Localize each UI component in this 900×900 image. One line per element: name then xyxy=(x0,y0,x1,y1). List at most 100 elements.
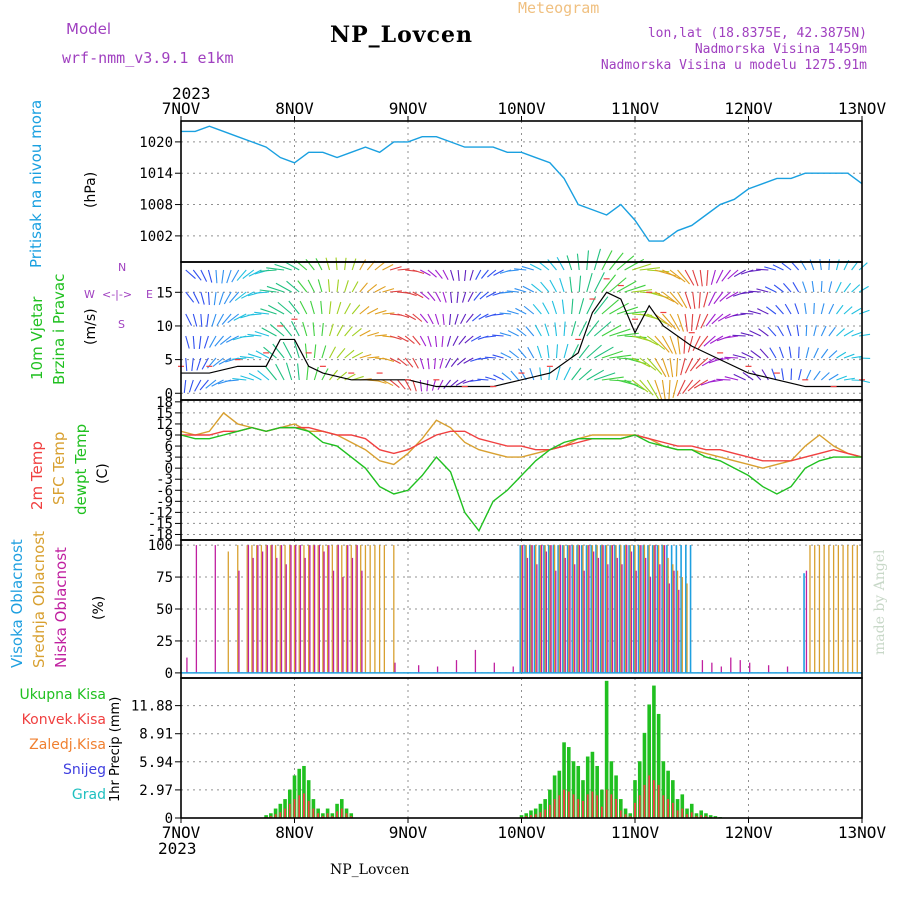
wind-barb xyxy=(783,283,792,293)
wind-barb xyxy=(265,366,277,381)
conv-precip-bar xyxy=(326,813,329,818)
wind-barb xyxy=(328,301,332,315)
conv-precip-bar xyxy=(657,784,660,818)
wind-barb xyxy=(586,320,600,337)
y-tick-label: 6 xyxy=(165,439,173,455)
wind-barb xyxy=(677,335,681,355)
wind-barb xyxy=(748,310,761,315)
wind-barb xyxy=(809,259,815,271)
wind-barb xyxy=(321,322,324,337)
wind-barb xyxy=(639,335,659,346)
wind-barb xyxy=(499,312,512,315)
total-precip-bar xyxy=(335,803,339,818)
wind-barb xyxy=(828,281,833,293)
wind-barb xyxy=(705,313,716,327)
wind-barb xyxy=(571,321,577,337)
y-tick-label: 9 xyxy=(165,428,173,444)
wind-barb xyxy=(836,328,845,337)
conv-precip-bar xyxy=(530,815,532,818)
wind-barb xyxy=(374,379,387,384)
wind-barb xyxy=(427,269,437,278)
wind-barb xyxy=(536,345,542,359)
wind-barb xyxy=(703,335,716,347)
conv-precip-bar xyxy=(317,813,320,818)
wind-barb xyxy=(836,351,847,359)
wind-barb xyxy=(540,281,550,293)
total-precip-bar xyxy=(269,813,273,818)
wind-barb xyxy=(523,305,535,315)
wind-barb xyxy=(506,290,519,293)
wind-barb xyxy=(336,371,348,381)
wind-barb xyxy=(194,379,202,392)
wind-barb xyxy=(676,379,686,397)
wind-barb xyxy=(419,291,430,300)
wind-barb xyxy=(794,303,800,315)
wind-barb xyxy=(382,263,394,271)
wind-barb xyxy=(185,357,188,372)
wind-barb xyxy=(716,335,731,342)
total-precip-bar xyxy=(694,813,699,818)
wind-barb xyxy=(776,325,784,337)
wind-barb xyxy=(297,363,300,381)
wind-barb xyxy=(205,379,217,389)
wind-barb xyxy=(708,379,724,383)
wind-barb xyxy=(788,346,792,359)
wind-barb xyxy=(843,353,855,359)
total-precip-bar xyxy=(600,789,604,818)
precip-label-frozen: Zaledj.Kisa xyxy=(29,737,106,753)
wind-barb xyxy=(446,335,452,347)
wind-barb xyxy=(616,306,639,315)
total-precip-bar xyxy=(585,756,590,818)
total-precip-bar xyxy=(543,799,547,818)
wind-barb xyxy=(404,357,414,368)
wind-barb xyxy=(695,313,701,330)
wind-barb xyxy=(578,275,582,293)
wind-barb xyxy=(236,269,247,281)
wind-barb xyxy=(669,291,684,307)
wind-barb xyxy=(266,267,285,271)
y-tick-label: -9 xyxy=(156,494,173,510)
wind-barb xyxy=(455,379,466,386)
wind-barb xyxy=(506,269,519,272)
y-tick-label: 0 xyxy=(165,461,173,477)
wind-barb xyxy=(382,379,394,387)
wind-barb xyxy=(435,269,443,279)
wind-barb xyxy=(261,327,277,337)
wind-barb xyxy=(272,343,285,359)
conv-precip-bar xyxy=(298,795,301,818)
compass-n-label: N xyxy=(118,261,127,274)
wind-barb xyxy=(563,343,569,359)
wind-barb xyxy=(263,346,277,359)
y-tick-label: 0 xyxy=(165,386,173,402)
wind-barb xyxy=(748,269,761,273)
wind-barb xyxy=(843,377,855,381)
wind-barb xyxy=(828,258,831,271)
wind-barb xyxy=(796,324,800,337)
wind-barb xyxy=(492,334,504,337)
compass-w-label: W xyxy=(84,288,95,301)
wind-barb xyxy=(546,345,550,359)
wind-barb xyxy=(351,327,362,337)
wind-barb xyxy=(317,279,323,293)
wind-barb xyxy=(335,257,338,271)
wind-barb xyxy=(248,372,262,381)
wind-barb xyxy=(858,309,870,315)
wind-barb xyxy=(367,356,380,359)
wind-barb xyxy=(454,313,459,325)
total-precip-bar xyxy=(642,732,647,818)
y-tick-label: 11.88 xyxy=(131,699,173,715)
wind-barb xyxy=(733,373,746,381)
wind-barb xyxy=(456,357,467,366)
wind-barb xyxy=(227,313,240,324)
wind-barb xyxy=(836,304,844,315)
wind-barb xyxy=(419,379,423,392)
conv-precip-bar xyxy=(553,799,556,818)
panel-frame xyxy=(180,677,863,819)
conv-precip-bar xyxy=(700,815,703,818)
wind-barb xyxy=(594,372,616,381)
wind-barb xyxy=(692,269,699,287)
wind-barb xyxy=(695,357,709,369)
wind-barb xyxy=(442,291,447,303)
conv-precip-bar xyxy=(634,802,636,818)
wind-barb xyxy=(593,321,612,337)
